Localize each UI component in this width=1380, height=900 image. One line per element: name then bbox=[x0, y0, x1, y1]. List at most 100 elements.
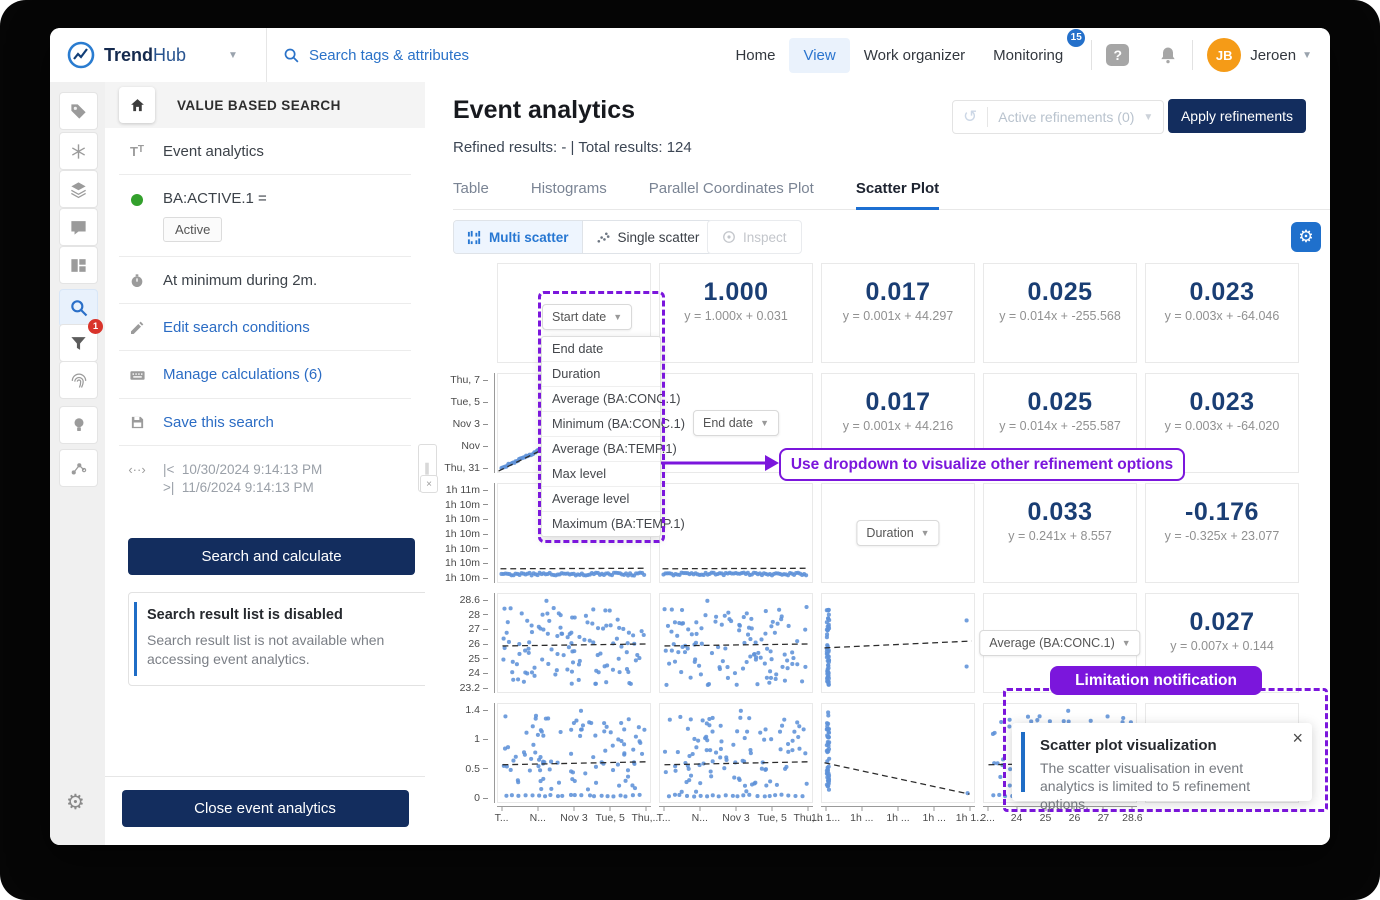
refinement-dropdown-button[interactable]: End date ▼ bbox=[693, 410, 779, 436]
range-arrows-icon: ‹··› bbox=[128, 462, 146, 477]
global-search-input[interactable]: Search tags & attributes bbox=[283, 47, 469, 64]
scatter-plot bbox=[662, 598, 809, 688]
dashboard-icon[interactable] bbox=[59, 246, 98, 284]
save-this-search[interactable]: Save this search bbox=[119, 399, 411, 446]
search-name-label: Event analytics bbox=[163, 143, 264, 160]
regression-equation: y = 1.000x + 0.031 bbox=[684, 309, 788, 323]
apply-refinements-button[interactable]: Apply refinements bbox=[1168, 99, 1306, 133]
refinement-dropdown-button[interactable]: Start date ▼ bbox=[542, 304, 633, 330]
scatter-plot bbox=[499, 567, 647, 578]
search-placeholder: Search tags & attributes bbox=[308, 46, 470, 64]
menu-item[interactable]: Average (BA:TEMP.1) bbox=[542, 437, 677, 462]
inspect-button[interactable]: Inspect bbox=[707, 220, 802, 254]
nav-monitoring[interactable]: Monitoring 15 bbox=[979, 28, 1086, 73]
user-avatar[interactable]: JB bbox=[1207, 38, 1242, 72]
y-axis-label: 25 bbox=[438, 653, 488, 665]
menu-item[interactable]: Average level bbox=[542, 487, 660, 512]
undo-icon[interactable]: ↺ bbox=[963, 107, 978, 126]
tab-scatter-plot[interactable]: Scatter Plot bbox=[855, 174, 940, 210]
dropdown-highlight-box bbox=[538, 291, 665, 543]
tab-histograms[interactable]: Histograms bbox=[530, 180, 607, 197]
chevron-down-icon: ▼ bbox=[920, 528, 930, 538]
x-axis-label: 27 bbox=[1097, 812, 1110, 824]
menu-item[interactable]: Duration bbox=[542, 362, 660, 387]
settings-gear-icon[interactable]: ⚙ bbox=[66, 791, 85, 814]
scatter-limit-toast: Scatter plot visualization The scatter v… bbox=[1012, 723, 1312, 812]
refinement-dropdown-button[interactable]: Duration ▼ bbox=[856, 520, 940, 546]
save-search-label: Save this search bbox=[163, 414, 274, 431]
y-axis-line bbox=[494, 373, 495, 473]
refinement-dropdown-menu: End date Duration Average (BA:CONC.1) Minim… bbox=[541, 336, 685, 537]
menu-item[interactable]: Minimum (BA:CONC.1) bbox=[542, 412, 685, 437]
calculations-icon[interactable] bbox=[59, 132, 98, 170]
refinement-dropdown-button[interactable]: Average (BA:CONC.1) ▼ bbox=[979, 630, 1141, 656]
single-scatter-button[interactable]: Single scatter bbox=[582, 221, 713, 253]
scatter-plot bbox=[501, 708, 647, 799]
graph-nodes-icon[interactable] bbox=[59, 449, 98, 487]
y-axis-label: 1h 10m bbox=[438, 528, 488, 540]
tab-parallel-coordinates[interactable]: Parallel Coordinates Plot bbox=[648, 180, 814, 197]
condition-tag-label: BA:ACTIVE.1 = bbox=[163, 190, 267, 207]
divider bbox=[987, 107, 989, 127]
brand-chevron-icon[interactable]: ▼ bbox=[228, 49, 238, 61]
close-event-analytics-button[interactable]: Close event analytics bbox=[121, 790, 409, 827]
fingerprint-icon[interactable] bbox=[59, 361, 98, 399]
home-button[interactable] bbox=[119, 87, 155, 123]
x-axis: T... N... Nov 3 Tue, 5 Thu,... bbox=[657, 806, 823, 829]
correlation-value: 0.025 bbox=[1027, 388, 1093, 416]
matrix-cell-r3c5: -0.176 y = -0.325x + 23.077 bbox=[1145, 483, 1299, 583]
x-axis-tick bbox=[807, 807, 809, 811]
tab-table[interactable]: Table bbox=[453, 180, 489, 197]
toast-close-icon[interactable]: × bbox=[1292, 728, 1303, 748]
y-axis-label: 0.5 bbox=[438, 763, 488, 775]
multi-scatter-button[interactable]: Multi scatter bbox=[454, 221, 583, 253]
manage-calculations[interactable]: Manage calculations (6) bbox=[119, 351, 411, 399]
app-window: TrendHub ▼ Search tags & attributes Home… bbox=[50, 28, 1330, 845]
dropdown-callout-label: Use dropdown to visualize other refineme… bbox=[779, 448, 1185, 481]
plot-settings-gear-button[interactable]: ⚙ bbox=[1291, 222, 1321, 252]
chevron-down-icon: ▼ bbox=[613, 312, 623, 322]
scatter-plot bbox=[661, 567, 809, 578]
menu-item[interactable]: Max level bbox=[542, 462, 660, 487]
x-axis-tick bbox=[861, 807, 863, 811]
app-logo[interactable]: TrendHub bbox=[50, 40, 186, 70]
event-analytics-main: Event analytics ↺ Active refinements (0)… bbox=[425, 82, 1330, 845]
search-and-calculate-button[interactable]: Search and calculate bbox=[128, 538, 415, 575]
x-axis: 2... 24 25 26 27 28.6 bbox=[980, 806, 1143, 829]
funnel-icon[interactable]: 1 bbox=[59, 319, 103, 362]
y-axis-label: 1h 10m bbox=[438, 572, 488, 584]
search-rail-icon[interactable] bbox=[59, 289, 98, 327]
notifications-bell-icon[interactable] bbox=[1158, 44, 1178, 66]
view-tabs: Table Histograms Parallel Coordinates Pl… bbox=[453, 174, 1330, 210]
toast-title: Scatter plot visualization bbox=[1040, 737, 1217, 754]
keyboard-icon bbox=[127, 366, 147, 384]
y-axis-line bbox=[494, 593, 495, 693]
nav-home[interactable]: Home bbox=[735, 46, 776, 64]
lightbulb-icon[interactable] bbox=[59, 406, 98, 444]
x-axis-tick bbox=[987, 807, 989, 811]
menu-item[interactable]: Average (BA:CONC.1) bbox=[542, 387, 681, 412]
y-axis-label: 1h 10m bbox=[438, 557, 488, 569]
x-axis-tick bbox=[573, 807, 575, 811]
user-menu-chevron-icon[interactable]: ▼ bbox=[1302, 49, 1312, 61]
y-axis-label: 1 bbox=[438, 733, 488, 745]
scatter-toolbar: Multi scatter Single scatter Inspect ⚙ bbox=[453, 220, 1330, 254]
y-axis-label: Nov bbox=[438, 440, 488, 452]
active-refinements-dropdown[interactable]: ↺ Active refinements (0) ▼ bbox=[952, 100, 1165, 134]
nav-work-organizer[interactable]: Work organizer bbox=[863, 46, 966, 64]
matrix-cell-r4c3 bbox=[821, 593, 975, 693]
edit-search-conditions[interactable]: Edit search conditions bbox=[119, 304, 411, 351]
comment-icon[interactable] bbox=[59, 208, 98, 246]
x-axis-label: N... bbox=[691, 812, 708, 824]
x-axis-label: 25 bbox=[1039, 812, 1052, 824]
help-icon[interactable]: ? bbox=[1106, 44, 1130, 66]
menu-item[interactable]: End date bbox=[542, 337, 660, 362]
x-axis-label: N... bbox=[529, 812, 546, 824]
x-axis-label: 24 bbox=[1010, 812, 1023, 824]
tag-icon[interactable] bbox=[59, 92, 98, 130]
menu-item[interactable]: Maximum (BA:TEMP.1) bbox=[552, 516, 685, 531]
panel-collapse-button[interactable]: × bbox=[420, 475, 438, 493]
date-from: |< 10/30/2024 9:14:13 PM bbox=[163, 462, 323, 477]
layers-icon[interactable] bbox=[59, 170, 98, 208]
nav-view[interactable]: View bbox=[789, 37, 850, 73]
